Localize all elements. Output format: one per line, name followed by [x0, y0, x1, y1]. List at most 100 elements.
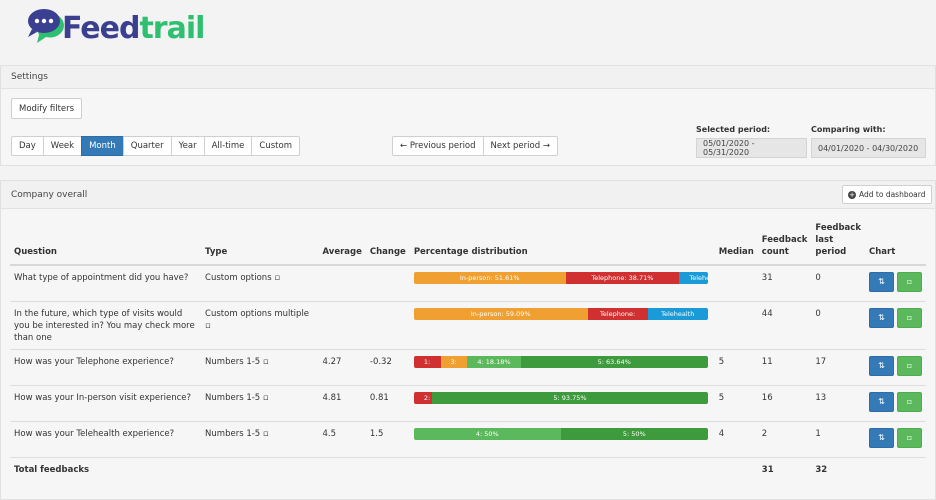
distribution-segment: 1:: [413, 355, 441, 368]
comparing-period-field[interactable]: 04/01/2020 - 04/30/2020: [811, 138, 926, 158]
sort-chart-button[interactable]: ⇅: [869, 307, 894, 328]
chart-buttons: ⇅ ▫: [869, 272, 922, 292]
open-chart-button[interactable]: ▫: [897, 391, 922, 412]
count-cell: 44: [757, 301, 812, 350]
table-row: In the future, which type of visits woul…: [10, 301, 926, 350]
chart-cell: ⇅ ▫: [865, 349, 926, 386]
median-cell: [714, 301, 758, 350]
selected-period-label: Selected period:: [696, 125, 771, 134]
chat-bubbles-icon: [22, 6, 70, 50]
average-cell: 4.81: [318, 385, 366, 422]
last-period-cell: 0: [811, 301, 865, 350]
total-label: Total feedbacks: [14, 464, 90, 475]
question-cell: In the future, which type of visits woul…: [10, 301, 202, 350]
change-cell: 1.5: [365, 421, 410, 458]
chart-cell: ⇅ ▫: [865, 265, 926, 302]
total-row: Total feedbacks 31 32: [10, 457, 926, 481]
average-cell: 4.27: [318, 349, 366, 386]
sort-icon: ⇅: [878, 312, 885, 322]
logo: Feedtrail: [22, 6, 205, 50]
table-row: How was your In-person visit experience?…: [10, 385, 926, 422]
distribution-segment: 2:: [413, 391, 433, 404]
chart-icon: ▫: [906, 312, 913, 322]
question-cell: What type of appointment did you have?: [10, 265, 202, 302]
distribution-cell: In-person: 59.09% Telephone: Telehealth: [409, 301, 715, 350]
change-cell: 0.81: [365, 385, 410, 422]
distribution-segment: Telephone:: [587, 307, 648, 320]
count-cell: 2: [757, 421, 812, 458]
sort-chart-button[interactable]: ⇅: [869, 355, 894, 376]
type-cell: Numbers 1-5 ▫: [201, 421, 319, 458]
question-cell: How was your In-person visit experience?: [10, 385, 202, 422]
comparing-period-label: Comparing with:: [811, 125, 886, 134]
distribution-cell: 4: 50% 5: 50%: [409, 421, 715, 458]
open-chart-button[interactable]: ▫: [897, 427, 922, 448]
col-last: Feedback last period: [811, 222, 865, 266]
median-cell: 5: [714, 385, 758, 422]
questions-table: Question Type Average Change Percentage …: [10, 222, 926, 481]
selected-period: Selected period: 05/01/2020 - 05/31/2020: [696, 125, 807, 158]
last-period-cell: 0: [811, 265, 865, 302]
col-distribution: Percentage distribution: [409, 222, 715, 266]
distribution-segment: In-person: 59.09%: [413, 307, 588, 320]
col-average: Average: [318, 222, 366, 266]
median-cell: 5: [714, 349, 758, 386]
open-chart-button[interactable]: ▫: [897, 307, 922, 328]
previous-period-button[interactable]: ← Previous period: [392, 136, 484, 156]
selected-period-field[interactable]: 05/01/2020 - 05/31/2020: [696, 138, 807, 158]
sort-chart-button[interactable]: ⇅: [869, 272, 894, 292]
chart-icon: ▫: [906, 396, 913, 406]
range-day-button[interactable]: Day: [11, 136, 44, 156]
median-cell: [714, 265, 758, 302]
chart-icon: ▫: [906, 432, 913, 442]
distribution-segment: Telehealth: [679, 272, 708, 284]
distribution-bar: In-person: 51.61%Telephone: 38.71%Telehe…: [413, 272, 708, 284]
distribution-segment: 5: 63.64%: [520, 355, 708, 368]
table-row: How was your Telephone experience? Number…: [10, 349, 926, 386]
change-cell: [365, 265, 410, 302]
chart-cell: ⇅ ▫: [865, 385, 926, 422]
range-custom-button[interactable]: Custom: [251, 136, 300, 156]
range-quarter-button[interactable]: Quarter: [122, 136, 172, 156]
add-to-dashboard-button[interactable]: + Add to dashboard: [842, 185, 932, 204]
average-cell: [318, 301, 366, 350]
period-nav-group: ← Previous period Next period →: [392, 136, 558, 156]
company-title: Company overall: [11, 189, 88, 200]
question-cell: How was your Telehealth experience?: [10, 421, 202, 458]
distribution-cell: 2: 5: 93.75%: [409, 385, 715, 422]
next-period-button[interactable]: Next period →: [482, 136, 558, 156]
col-change: Change: [365, 222, 410, 266]
range-week-button[interactable]: Week: [42, 136, 83, 156]
type-cell: Custom options multiple ▫: [201, 301, 319, 350]
range-all-time-button[interactable]: All-time: [203, 136, 253, 156]
table-row: How was your Telehealth experience? Numbe…: [10, 421, 926, 458]
chart-cell: ⇅ ▫: [865, 301, 926, 350]
chart-buttons: ⇅ ▫: [869, 307, 922, 328]
open-chart-button[interactable]: ▫: [897, 272, 922, 292]
chart-buttons: ⇅ ▫: [869, 391, 922, 412]
distribution-cell: In-person: 51.61%Telephone: 38.71%Telehe…: [409, 265, 715, 302]
distribution-segment: 5: 93.75%: [432, 391, 708, 404]
range-year-button[interactable]: Year: [170, 136, 205, 156]
col-question: Question: [10, 222, 202, 266]
sort-icon: ⇅: [878, 277, 885, 286]
range-month-button[interactable]: Month: [81, 136, 124, 156]
chart-buttons: ⇅ ▫: [869, 355, 922, 376]
chart-icon: ▫: [906, 360, 913, 370]
sort-chart-button[interactable]: ⇅: [869, 391, 894, 412]
last-period-cell: 17: [811, 349, 865, 386]
sort-icon: ⇅: [878, 432, 885, 442]
last-period-cell: 1: [811, 421, 865, 458]
sort-chart-button[interactable]: ⇅: [869, 427, 894, 448]
col-count: Feedback count: [757, 222, 812, 266]
type-cell: Custom options ▫: [201, 265, 319, 302]
total-count: 31: [761, 464, 774, 475]
open-chart-button[interactable]: ▫: [897, 355, 922, 376]
settings-title: Settings: [11, 72, 48, 82]
count-cell: 16: [757, 385, 812, 422]
change-cell: -0.32: [365, 349, 410, 386]
distribution-bar: In-person: 59.09% Telephone: Telehealth: [413, 307, 708, 320]
modify-filters-button[interactable]: Modify filters: [11, 98, 83, 119]
brand-name: Feedtrail: [62, 10, 205, 46]
range-button-group: Day Week Month Quarter Year All-time Cus…: [11, 136, 300, 156]
